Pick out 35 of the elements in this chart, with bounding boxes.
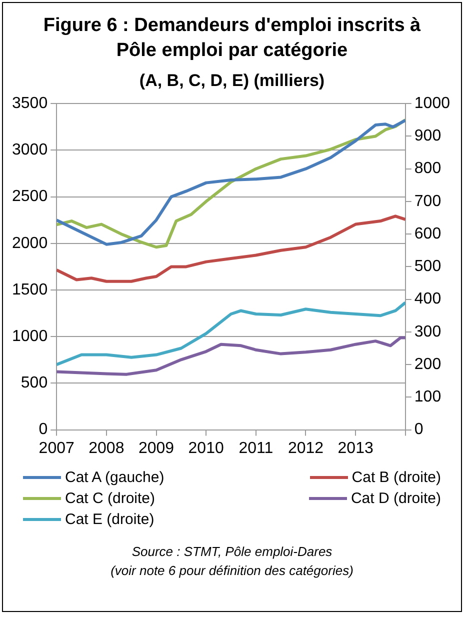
x-tick-label: 2010 xyxy=(188,440,224,457)
y-tick-label: 2000 xyxy=(12,234,48,252)
y2-tick-label: 200 xyxy=(414,356,442,373)
source-note: Source : STMT, Pôle emploi-Dares xyxy=(130,543,334,561)
y2-tick-label: 300 xyxy=(414,323,442,340)
x-tick-label: 2009 xyxy=(138,440,174,457)
legend-label: Cat E (droite) xyxy=(65,511,154,528)
x-tick-label: 2008 xyxy=(88,440,124,457)
y-tick-label: 1500 xyxy=(12,281,48,298)
y-tick-label: 0 xyxy=(38,421,48,438)
y2-tick-label: 500 xyxy=(414,258,442,276)
y-tick-label: 3500 xyxy=(12,95,48,112)
y2-tick-label: 1000 xyxy=(414,95,450,112)
y-tick-label: 1000 xyxy=(12,328,48,346)
chart-subtitle: (A, B, C, D, E) (milliers) xyxy=(138,71,326,91)
y2-tick-label: 600 xyxy=(414,225,442,242)
x-tick-label: 2007 xyxy=(38,440,74,457)
y2-tick-label: 700 xyxy=(414,192,442,210)
y-tick-label: 2500 xyxy=(12,188,48,206)
y-tick-label: 500 xyxy=(20,374,48,392)
x-tick-label: 2012 xyxy=(288,440,324,457)
x-tick-label: 2013 xyxy=(338,440,374,457)
y-tick-label: 3000 xyxy=(12,142,48,159)
y2-tick-label: 400 xyxy=(414,290,442,308)
y2-tick-label: 800 xyxy=(414,160,442,178)
chart-title: Figure 6 : Demandeurs d'emploi inscrits à Pôle emploi par catégorie xyxy=(43,14,421,63)
y2-tick-label: 100 xyxy=(414,388,442,406)
legend-label: Cat D (droite) xyxy=(350,490,441,507)
legend-label: Cat B (droite) xyxy=(352,469,441,486)
y2-tick-label: 0 xyxy=(414,421,424,438)
legend-label: Cat A (gauche) xyxy=(65,469,164,486)
text: (voir note 6 pour définition des catégories) xyxy=(110,562,354,580)
y2-tick-label: 900 xyxy=(414,128,442,145)
legend-label: Cat C (droite) xyxy=(65,490,156,507)
x-tick-label: 2011 xyxy=(238,440,274,457)
